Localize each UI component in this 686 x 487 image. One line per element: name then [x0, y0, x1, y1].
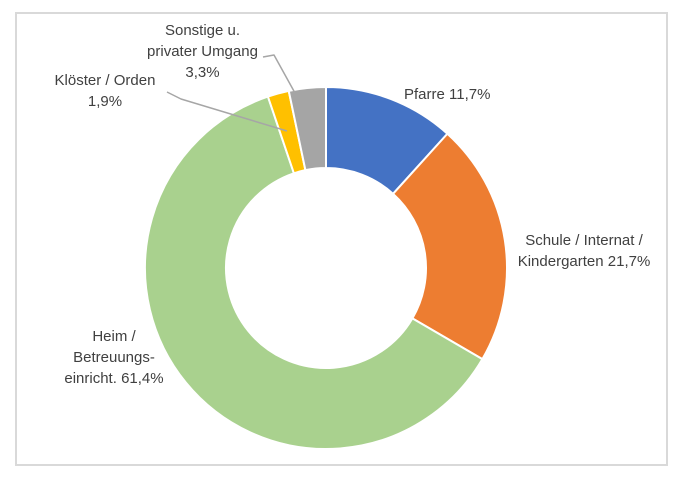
label-heim-line2: Betreuungs- — [73, 349, 155, 366]
label-kloester-value: 1,9% — [87, 93, 123, 110]
label-heim-betreuungseinricht: Heim / Betreuungs- einricht. 61,4% — [40, 326, 188, 389]
label-sonstige-line1: Sonstige u. — [164, 22, 241, 39]
label-heim-line3: einricht. 61,4% — [64, 370, 164, 387]
label-heim-line1: Heim / — [92, 328, 136, 345]
label-sonstige-line2: privater Umgang — [147, 43, 258, 60]
leader-line-kloester — [166, 91, 288, 132]
label-schule-line1: Schule / Internat / — [525, 232, 643, 249]
label-pfarre: Pfarre 11,7% — [404, 84, 524, 105]
donut-slice-sonstige — [287, 86, 327, 172]
label-schule-internat-kindergarten: Schule / Internat / Kindergarten 21,7% — [500, 230, 668, 272]
label-pfarre-line1: Pfarre 11,7% — [404, 86, 491, 103]
label-schule-line2: Kindergarten 21,7% — [517, 253, 651, 270]
donut-slice-heim — [144, 95, 484, 451]
label-sonstige-privater-umgang: Sonstige u. privater Umgang 3,3% — [125, 20, 280, 83]
donut-slice-schule — [392, 132, 508, 361]
label-kloester-orden: Klöster / Orden 1,9% — [30, 70, 180, 112]
label-kloester-line1: Klöster / Orden — [54, 72, 156, 89]
leader-line-sonstige — [262, 54, 296, 94]
label-sonstige-value: 3,3% — [185, 64, 220, 81]
